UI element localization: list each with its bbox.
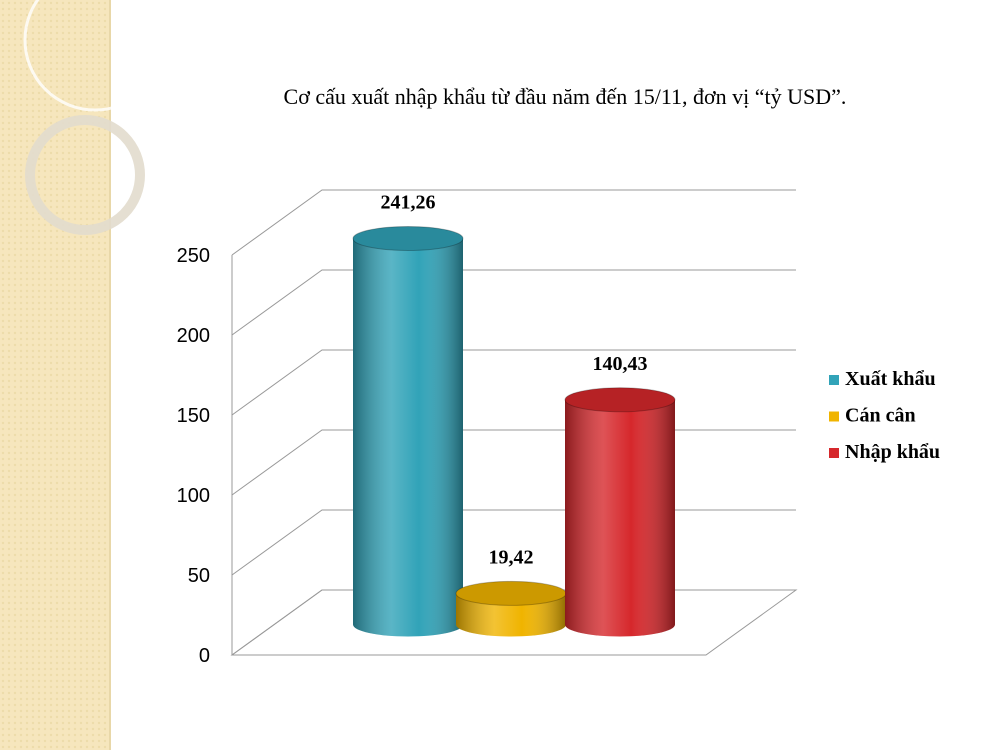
y-tick-label: 0 bbox=[199, 645, 210, 667]
y-tick-label: 100 bbox=[177, 485, 210, 507]
value-label: 19,42 bbox=[489, 546, 534, 568]
bar-shade bbox=[456, 593, 566, 637]
y-tick-label: 250 bbox=[177, 245, 210, 267]
bar-top-shade bbox=[353, 226, 463, 251]
grid-line bbox=[231, 349, 796, 416]
bar-shade bbox=[353, 238, 463, 637]
bar-top bbox=[352, 225, 464, 251]
y-tick-label: 150 bbox=[177, 405, 210, 427]
legend-label: Xuất khẩu bbox=[845, 368, 936, 390]
y-tick-label: 200 bbox=[177, 325, 210, 347]
legend-swatch bbox=[829, 375, 839, 385]
bar-top-shade bbox=[456, 581, 566, 606]
grid-line bbox=[231, 429, 796, 496]
y-tick-label: 50 bbox=[188, 565, 210, 587]
decor-circle bbox=[25, 115, 145, 235]
bar-top bbox=[564, 387, 676, 413]
bar-shade bbox=[565, 399, 675, 637]
legend-label: Nhập khẩu bbox=[845, 441, 940, 463]
decor-circle bbox=[23, 0, 167, 112]
chart-title: Cơ cấu xuất nhập khẩu từ đầu năm đến 15/… bbox=[284, 84, 847, 109]
grid-line bbox=[231, 269, 796, 336]
legend-swatch bbox=[829, 448, 839, 458]
legend-label: Cán cân bbox=[845, 405, 916, 427]
value-label: 241,26 bbox=[381, 191, 436, 213]
legend-swatch bbox=[829, 411, 839, 422]
bar-top-shade bbox=[565, 387, 675, 412]
grid-line bbox=[231, 189, 796, 256]
side-strip bbox=[0, 0, 110, 750]
value-label: 140,43 bbox=[593, 353, 648, 375]
